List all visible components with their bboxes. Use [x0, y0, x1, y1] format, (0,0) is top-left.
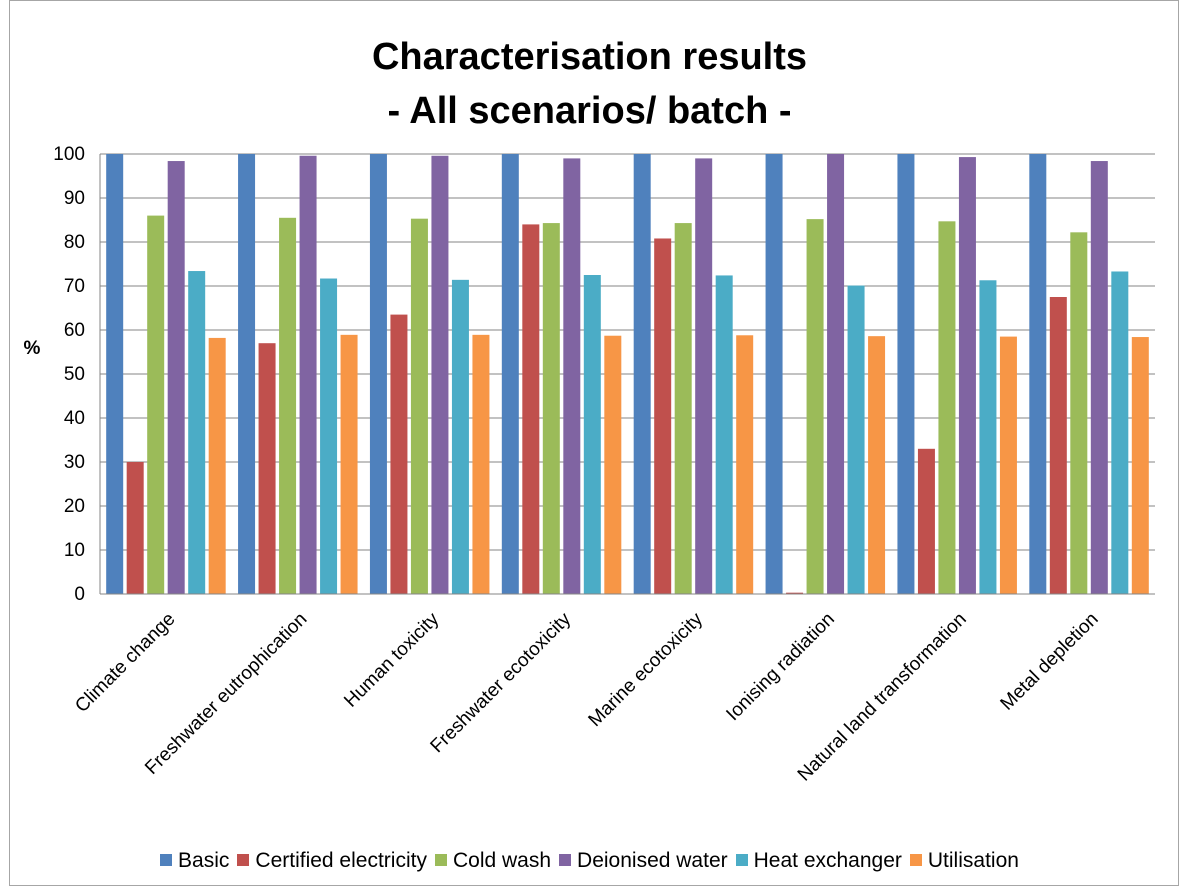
legend-item: Heat exchanger — [736, 849, 902, 873]
bar — [675, 223, 692, 594]
y-tick-label: 50 — [64, 364, 85, 385]
bar — [502, 154, 519, 594]
bar — [279, 218, 296, 594]
bar — [188, 271, 205, 594]
bar — [827, 154, 844, 594]
y-tick-label: 90 — [64, 188, 85, 209]
bar — [868, 336, 885, 594]
bar — [959, 157, 976, 594]
bar — [1050, 297, 1067, 594]
y-tick-label: 30 — [64, 452, 85, 473]
bar — [370, 154, 387, 594]
x-tick-label: Human toxicity — [340, 608, 443, 711]
legend-swatch — [910, 854, 922, 866]
bar — [918, 449, 935, 594]
bar — [106, 154, 123, 594]
bar — [563, 158, 580, 594]
legend-item: Cold wash — [435, 849, 551, 873]
bar — [584, 275, 601, 594]
legend-item: Utilisation — [910, 849, 1019, 873]
x-tick-label: Climate change — [71, 609, 179, 717]
y-axis-label: % — [24, 338, 41, 359]
bar — [259, 343, 276, 594]
bar — [716, 275, 733, 594]
bar — [604, 336, 621, 594]
bar — [522, 224, 539, 594]
legend-label: Heat exchanger — [754, 849, 902, 872]
bar — [452, 280, 469, 594]
x-tick-label: Freshwater ecotoxicity — [427, 608, 576, 757]
bar — [341, 335, 358, 594]
bar — [320, 279, 337, 594]
bar — [543, 223, 560, 594]
bar — [147, 216, 164, 594]
x-tick-label: Marine ecotoxicity — [585, 608, 708, 731]
y-tick-label: 100 — [53, 144, 85, 165]
bar — [431, 156, 448, 594]
x-tick-label: Ionising radiation — [722, 609, 838, 725]
bar — [1091, 161, 1108, 594]
legend-label: Cold wash — [453, 849, 551, 872]
bar — [897, 154, 914, 594]
bar — [736, 335, 753, 594]
y-tick-label: 20 — [64, 496, 85, 517]
bar — [168, 161, 185, 594]
legend-label: Certified electricity — [255, 849, 427, 872]
bar — [390, 315, 407, 594]
legend-swatch — [559, 854, 571, 866]
bar — [1132, 337, 1149, 594]
bar — [938, 221, 955, 594]
bar — [766, 154, 783, 594]
bar — [1000, 337, 1017, 594]
bar — [238, 154, 255, 594]
legend-label: Basic — [178, 849, 229, 872]
bar — [411, 219, 428, 594]
legend-item: Basic — [160, 849, 229, 873]
legend-label: Deionised water — [577, 849, 728, 872]
y-tick-label: 40 — [64, 408, 85, 429]
bar — [127, 462, 144, 594]
chart-legend: Basic Certified electricity Cold wash Deion… — [0, 849, 1179, 873]
x-tick-label: Metal depletion — [997, 609, 1103, 715]
bar — [209, 338, 226, 594]
y-tick-label: 70 — [64, 276, 85, 297]
bar — [300, 156, 317, 594]
bar — [634, 154, 651, 594]
bar — [1070, 232, 1087, 594]
legend-item: Certified electricity — [237, 849, 427, 873]
y-tick-label: 0 — [74, 584, 85, 605]
bar — [472, 335, 489, 594]
legend-swatch — [237, 854, 249, 866]
legend-item: Deionised water — [559, 849, 728, 873]
bar — [654, 238, 671, 594]
legend-label: Utilisation — [928, 849, 1019, 872]
bar — [1111, 271, 1128, 594]
bar — [979, 280, 996, 594]
legend-swatch — [736, 854, 748, 866]
y-tick-label: 10 — [64, 540, 85, 561]
legend-swatch — [435, 854, 447, 866]
bar — [848, 286, 865, 594]
bar — [807, 219, 824, 594]
y-tick-label: 80 — [64, 232, 85, 253]
bar — [1029, 154, 1046, 594]
bar — [695, 158, 712, 594]
y-tick-label: 60 — [64, 320, 85, 341]
legend-swatch — [160, 854, 172, 866]
